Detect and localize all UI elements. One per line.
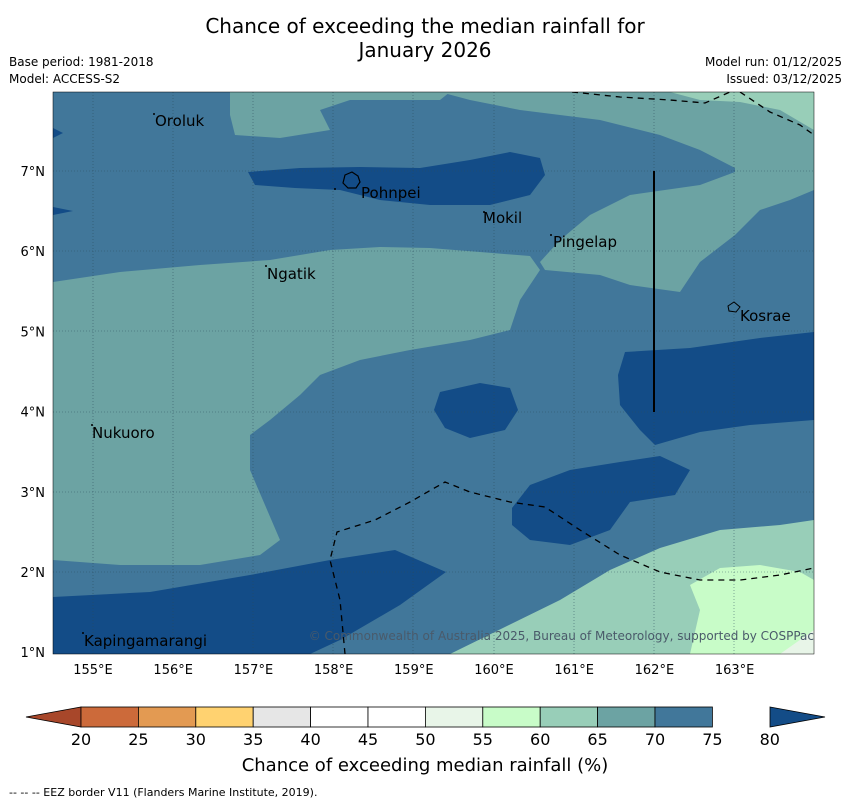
longitude-tick-label: 158°E xyxy=(314,663,354,678)
colorbar-tick-label: 35 xyxy=(243,730,263,749)
colorbar-cell xyxy=(482,706,541,728)
longitude-labels: 155°E 156°E 157°E 158°E 159°E 160°E 161°E 162°E… xyxy=(73,663,754,678)
colorbar-cell xyxy=(424,706,484,728)
longitude-tick-label: 156°E xyxy=(153,663,193,678)
base-period: Base period: 1981-2018 xyxy=(9,55,154,69)
colorbar-tick-label: 70 xyxy=(645,730,665,749)
contour-65-70-top xyxy=(440,92,814,292)
oroluk-marker xyxy=(153,113,155,115)
kosrae-island-shape xyxy=(727,301,741,313)
place-label: Nukuoro xyxy=(92,424,155,442)
colorbar-cell xyxy=(654,706,713,728)
place-label: Kapingamarangi xyxy=(84,632,207,650)
map-frame xyxy=(52,91,815,655)
latitude-tick-label: 3°N xyxy=(21,486,46,501)
colorbar-cell xyxy=(195,706,254,728)
colorbar-tick-labels: 20 25 30 35 40 45 50 55 60 65 70 75 80 xyxy=(71,730,780,749)
place-label: Pingelap xyxy=(553,233,617,251)
place-label: Mokil xyxy=(483,209,522,227)
contour-75-80-south xyxy=(512,456,690,545)
latitude-tick-label: 1°N xyxy=(21,646,46,661)
longitude-tick-label: 163°E xyxy=(715,663,755,678)
colorbar-cell xyxy=(539,706,599,728)
colorbar-low-arrow xyxy=(25,706,82,728)
colorbar-tick-label: 80 xyxy=(760,730,780,749)
colorbar-high-arrow xyxy=(769,706,826,728)
ngatik-marker xyxy=(265,265,267,267)
colorbar-title: Chance of exceeding median rainfall (%) xyxy=(241,755,609,776)
pingelap-marker xyxy=(550,234,552,236)
longitude-tick-label: 162°E xyxy=(635,663,675,678)
colorbar-cell xyxy=(367,706,426,728)
latitude-labels: 7°N 6°N 5°N 4°N 3°N 2°N 1°N xyxy=(21,165,46,661)
contour-75-80-east xyxy=(618,332,814,445)
colorbar-cell xyxy=(310,706,369,728)
contour-75-80-westedge-2 xyxy=(53,207,73,215)
map-title-line1: Chance of exceeding the median rainfall … xyxy=(205,14,645,38)
longitude-tick-label: 161°E xyxy=(554,663,594,678)
colorbar-tick-label: 45 xyxy=(358,730,378,749)
contour-light-corner xyxy=(780,630,814,654)
contour-65-70-west xyxy=(53,247,540,565)
pohnpei-marker xyxy=(334,188,336,190)
latitude-tick-label: 5°N xyxy=(21,325,46,340)
contour-75-80-southwest xyxy=(53,550,446,654)
model-name: Model: ACCESS-S2 xyxy=(9,72,121,86)
contour-55-60 xyxy=(690,565,814,654)
colorbar-tick-label: 40 xyxy=(300,730,320,749)
colorbar-cells xyxy=(80,706,713,728)
meta-right: Model run: 01/12/2025 Issued: 03/12/2025 xyxy=(705,54,842,88)
colorbar-tick-label: 25 xyxy=(128,730,148,749)
pohnpei-island-shape xyxy=(342,171,361,189)
copyright-text: © Commonwealth of Australia 2025, Bureau… xyxy=(309,629,814,643)
colorbar-tick-label: 30 xyxy=(186,730,206,749)
place-label: Oroluk xyxy=(155,112,204,130)
longitude-tick-label: 159°E xyxy=(394,663,434,678)
colorbar-tick-label: 75 xyxy=(702,730,722,749)
map-title-line2: January 2026 xyxy=(358,38,492,62)
eez-borders xyxy=(329,92,814,654)
colorbar-cell xyxy=(137,706,197,728)
latitude-tick-label: 6°N xyxy=(21,245,46,260)
colorbar: 20 25 30 35 40 45 50 55 60 65 70 75 80 xyxy=(25,706,826,749)
longitude-tick-label: 160°E xyxy=(474,663,514,678)
latitude-tick-label: 2°N xyxy=(21,566,46,581)
contour-60-65-top xyxy=(670,92,814,130)
colorbar-tick-label: 55 xyxy=(473,730,493,749)
kapingamarangi-marker xyxy=(82,632,84,634)
map-figure: Oroluk Pohnpei Mokil Pingelap Ngatik Kos… xyxy=(21,91,815,678)
longitude-tick-label: 155°E xyxy=(73,663,113,678)
contour-65-70-oroluk xyxy=(230,92,450,138)
mokil-marker xyxy=(483,211,485,213)
issued-date: Issued: 03/12/2025 xyxy=(726,72,842,86)
latitude-tick-label: 4°N xyxy=(21,406,46,421)
place-label: Pohnpei xyxy=(361,184,421,202)
colorbar-cell xyxy=(597,706,656,728)
contour-75-80-central xyxy=(434,383,518,438)
colorbar-tick-label: 50 xyxy=(415,730,435,749)
contour-75-80-pohnpei xyxy=(248,152,545,205)
model-run: Model run: 01/12/2025 xyxy=(704,55,842,69)
colorbar-tick-label: 60 xyxy=(530,730,550,749)
nukuoro-marker xyxy=(91,424,93,426)
rainfall-contours xyxy=(53,92,814,654)
colorbar-cell xyxy=(252,706,311,728)
place-label: Ngatik xyxy=(267,265,316,283)
meta-left: Base period: 1981-2018 Model: ACCESS-S2 xyxy=(9,54,154,88)
contour-75-80-westedge-1 xyxy=(53,128,63,138)
eez-footnote: -- -- -- EEZ border V11 (Flanders Marine… xyxy=(9,786,318,799)
place-label: Kosrae xyxy=(740,307,791,325)
longitude-tick-label: 157°E xyxy=(234,663,274,678)
colorbar-tick-label: 20 xyxy=(71,730,91,749)
latitude-tick-label: 7°N xyxy=(21,165,46,180)
colorbar-tick-label: 65 xyxy=(587,730,607,749)
colorbar-cell xyxy=(80,706,139,728)
